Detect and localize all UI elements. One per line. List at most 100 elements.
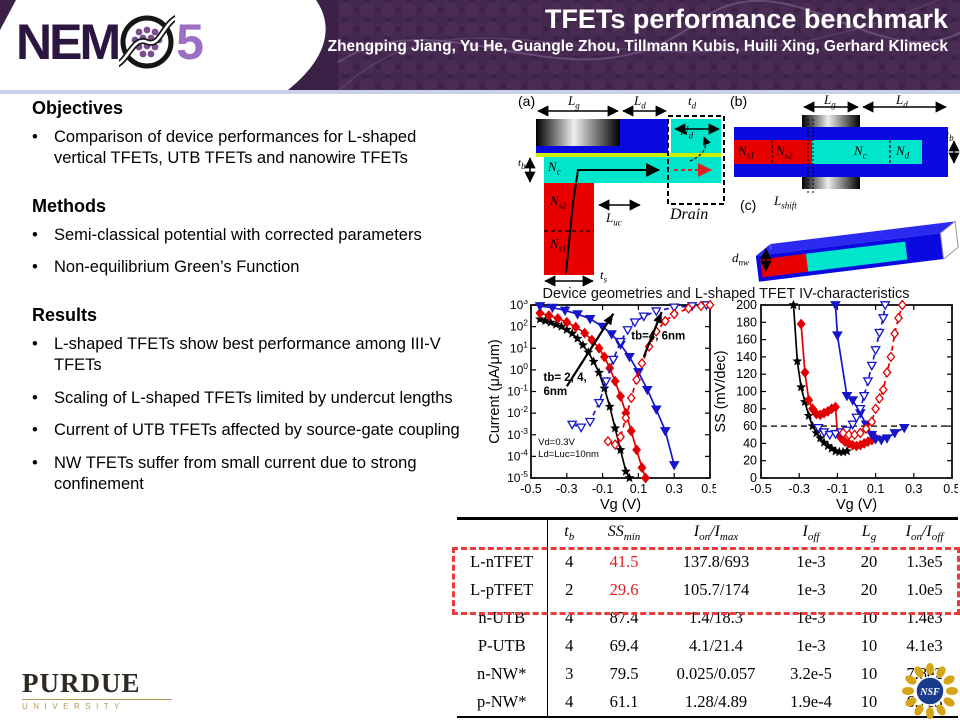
svg-text:-0.1: -0.1 — [592, 482, 614, 496]
table-header-cell: tb — [564, 523, 575, 544]
label-drain-doping: Nd — [680, 123, 694, 141]
label-source1-doping: Ns1 — [550, 236, 567, 254]
table-cell: 1e-3 — [796, 552, 826, 572]
logo-swoosh — [288, 0, 338, 90]
svg-text:102: 102 — [510, 318, 528, 334]
section-heading-methods: Methods — [32, 195, 106, 216]
table-cell: L-pTFET — [457, 576, 548, 605]
slide-authors: Zhengping Jiang, Yu He, Guangle Zhou, Ti… — [327, 38, 948, 55]
bullet-text: Scaling of L-shaped TFETs limited by und… — [54, 388, 453, 407]
table-header-cell: Ion/Ioff — [905, 523, 944, 544]
table-row: L-nTFET 4 41.5 137.8/693 1e-3 20 1.3e5 — [457, 548, 958, 577]
table-cell: 4 — [565, 692, 574, 712]
purdue-logo: PURDUE UNIVERSITY — [22, 670, 172, 711]
table-cell: 137.8/693 — [682, 552, 750, 572]
svg-text:Current (μA/μm): Current (μA/μm) — [487, 339, 503, 444]
svg-text:101: 101 — [510, 339, 528, 355]
figure-a-tag: (a) — [518, 93, 536, 109]
table-cell: 41.5 — [609, 552, 639, 572]
bullet-dot: • — [32, 453, 38, 472]
label-drain: Drain — [670, 206, 709, 223]
bullet-dot: • — [32, 421, 38, 440]
svg-text:-0.3: -0.3 — [788, 482, 810, 496]
svg-text:-0.3: -0.3 — [556, 482, 578, 496]
bullet-item: • Non-equilibrium Green’s Function — [32, 257, 468, 278]
table-cell: 0.025/0.057 — [676, 664, 756, 684]
svg-text:20: 20 — [743, 454, 757, 468]
bullet-text: L-shaped TFETs show best performance amo… — [54, 334, 441, 375]
label-source2-doping: Ns2 — [550, 193, 567, 211]
label-shift-length: Lshift — [774, 193, 797, 211]
table-cell: 1.28/4.89 — [684, 692, 748, 712]
label-body-thickness: tb — [518, 157, 526, 172]
bullet-dot: • — [32, 258, 38, 277]
label-channel-doping: Nc — [548, 159, 561, 177]
table-cell: 4 — [565, 608, 574, 628]
table-cell: p-NW* — [457, 688, 548, 718]
label-drain-doping: Nd — [896, 143, 910, 161]
table-cell: 4 — [565, 636, 574, 656]
figure-caption: Device geometries and L-shaped TFET IV-c… — [542, 286, 910, 302]
figure-b-tag: (b) — [730, 93, 748, 109]
svg-text:0: 0 — [750, 471, 757, 485]
table-cell: P-UTB — [457, 632, 548, 661]
section-heading-results: Results — [32, 304, 98, 325]
svg-text:0.1: 0.1 — [867, 482, 884, 496]
figure-c-tag: (c) — [740, 197, 757, 213]
table-cell: 1e-3 — [796, 636, 826, 656]
purdue-university-text: UNIVERSITY — [22, 699, 172, 711]
svg-text:Vd=0.3V: Vd=0.3V — [538, 437, 575, 448]
benchmark-table-wrap: tb SSmin Ion/Imax Ioff Lg Ion/Ioff L-nTFET 4 41.… — [452, 517, 960, 719]
svg-text:0.3: 0.3 — [666, 482, 683, 496]
label-nanowire-diameter: dnw — [732, 250, 750, 268]
svg-text:80: 80 — [743, 402, 757, 416]
nemo5-logo: NEM 5 — [16, 14, 204, 70]
bullet-item: • Scaling of L-shaped TFETs limited by un… — [32, 388, 468, 409]
label-source2-doping: Ns2 — [776, 143, 793, 161]
table-cell: 2 — [565, 580, 574, 600]
text-column: Objectives • Comparison of device performa… — [32, 98, 468, 506]
table-header-row: tb SSmin Ion/Imax Ioff Lg Ion/Ioff — [457, 518, 958, 549]
table-row: n-NW* 3 79.5 0.025/0.057 3.2e-5 10 7.8e2 — [457, 660, 958, 689]
label-undercut-length: Luc — [606, 210, 622, 228]
figure-c-drawing — [755, 220, 959, 282]
table-header-cell: SSmin — [607, 523, 641, 544]
table-cell: 20 — [860, 552, 878, 572]
svg-text:0.3: 0.3 — [905, 482, 922, 496]
svg-text:tb= 2, 4,: tb= 2, 4, — [544, 372, 587, 384]
table-row: P-UTB 4 69.4 4.1/21.4 1e-3 10 4.1e3 — [457, 632, 958, 661]
table-cell: L-nTFET — [457, 548, 548, 577]
svg-text:10-3: 10-3 — [507, 426, 528, 442]
nsf-text: NSF — [919, 687, 940, 698]
label-source1-doping: Ns1 — [738, 143, 755, 161]
svg-text:-0.1: -0.1 — [827, 482, 849, 496]
svg-text:180: 180 — [736, 315, 757, 329]
table-row: p-NW*461.11.28/4.891.9e-4106.7e3 — [457, 688, 958, 718]
table-cell: 4 — [565, 552, 574, 572]
svg-text:140: 140 — [736, 350, 757, 364]
figure-panel-b: (b) Lg Ld Ns1 Ns2 Nc Nd tb Lshift — [730, 92, 960, 211]
table-header-cell: Ioff — [802, 523, 820, 544]
table-cell: 10 — [860, 664, 878, 684]
table-cell: 1e-3 — [796, 580, 826, 600]
table-cell: 29.6 — [609, 580, 639, 600]
figure-b-drawing — [734, 101, 960, 193]
bullet-text: Comparison of device performances for L-… — [54, 128, 417, 168]
table-cell: n-UTB — [457, 604, 548, 633]
bullet-text: Semi-classical potential with corrected … — [54, 225, 422, 244]
svg-text:SS (mV/dec): SS (mV/dec) — [713, 350, 729, 432]
section-heading-objectives: Objectives — [32, 98, 124, 118]
bullet-item: • Semi-classical potential with corrected… — [32, 225, 468, 246]
label-source-thickness: ts — [600, 267, 608, 285]
figure-panel-a: (a) Lg Ld td tb Nc Nd Drain Luc Ns2 Ns1 … — [518, 93, 733, 289]
bullet-dot: • — [32, 388, 38, 407]
current-vs-vg-chart: -0.5 -0.3 -0.1 0.1 0.3 0.5 103 102 101 100 10-1 10-… — [487, 296, 719, 514]
svg-text:0.1: 0.1 — [630, 482, 647, 496]
bullet-item: • NW TFETs suffer from small current due … — [32, 453, 468, 496]
svg-text:6nm: 6nm — [544, 386, 568, 398]
svg-text:-0.5: -0.5 — [520, 482, 542, 496]
label-body-thickness: tb — [946, 129, 954, 144]
table-row: n-UTB 4 87.4 1.4/18.3 1e-3 10 1.4e3 — [457, 604, 958, 633]
label-gate-length: Lg — [824, 92, 836, 110]
